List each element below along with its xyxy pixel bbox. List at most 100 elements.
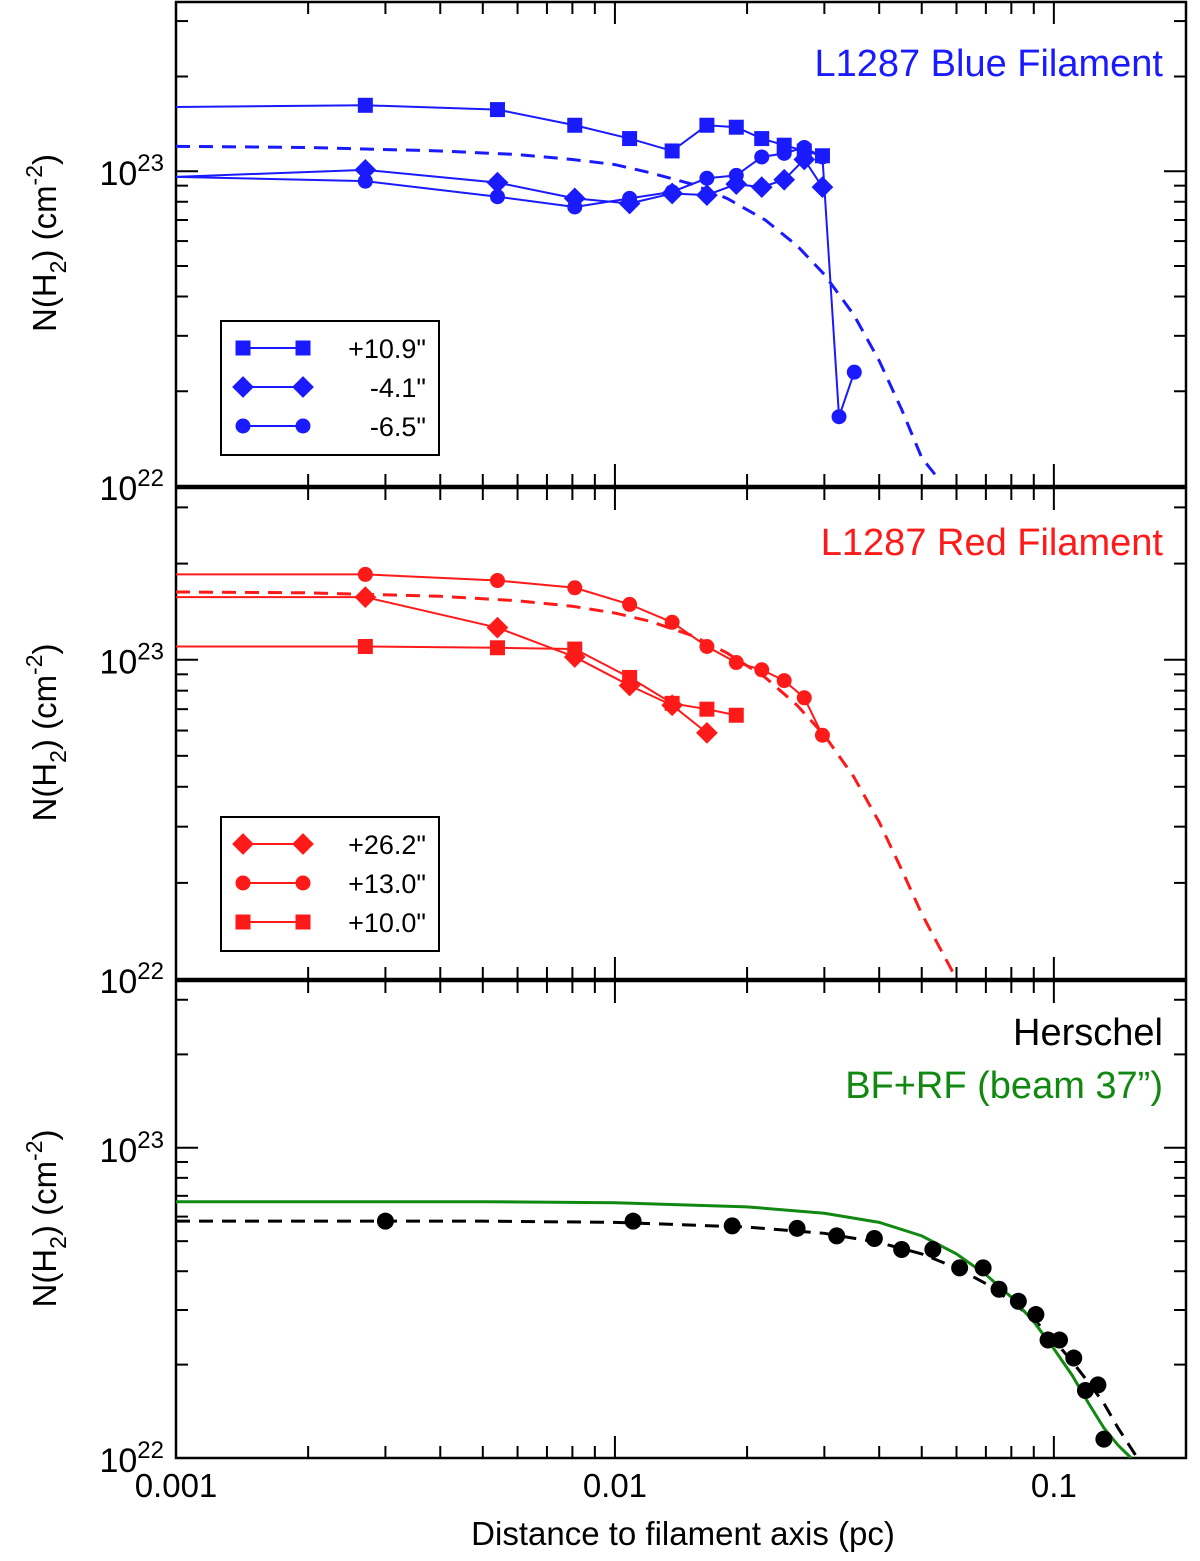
data-point-circle bbox=[622, 190, 638, 206]
model-curve bbox=[176, 1200, 1133, 1458]
data-point-circle bbox=[235, 875, 251, 891]
data-point-diamond bbox=[354, 159, 377, 181]
data-point-diamond bbox=[486, 616, 509, 639]
top-legend: +10.9" -4.1" -6.5" bbox=[220, 320, 440, 456]
data-point-square bbox=[664, 143, 680, 159]
top-ticks: 1022 1023 N(H2) (cm-2) bbox=[21, 0, 1188, 508]
data-point-diamond bbox=[811, 176, 834, 199]
data-point-circle bbox=[357, 566, 373, 582]
data-point-circle bbox=[924, 1241, 942, 1259]
data-point-circle bbox=[567, 580, 583, 596]
bottom-plot-area bbox=[176, 1200, 1139, 1458]
panel-frame bbox=[174, 0, 1188, 488]
x-tick-label: 0.001 bbox=[135, 1467, 218, 1504]
data-point-circle bbox=[489, 573, 505, 589]
data-point-circle bbox=[796, 690, 812, 706]
data-point-square bbox=[728, 707, 744, 723]
data-point-circle bbox=[1095, 1430, 1113, 1448]
data-point-square bbox=[567, 641, 583, 657]
data-point-circle bbox=[831, 409, 847, 425]
data-point-circle bbox=[1089, 1376, 1107, 1394]
data-point-circle bbox=[295, 418, 311, 434]
legend-label: +10.0" bbox=[348, 908, 426, 938]
data-point-square bbox=[489, 102, 505, 118]
data-point-circle bbox=[728, 167, 744, 183]
data-point-circle bbox=[776, 145, 792, 161]
panel-frame bbox=[174, 979, 1188, 1460]
data-point-diamond bbox=[486, 171, 509, 194]
panel-herschel: 1022 1023 N(H2) (cm-2) Herschel BF+RF (bea… bbox=[21, 979, 1188, 1480]
data-point-circle bbox=[376, 1212, 394, 1230]
data-point-circle bbox=[814, 149, 830, 165]
y-axis-label: N(H2) (cm-2) bbox=[21, 1129, 71, 1307]
bottom-ticks: 1022 1023 N(H2) (cm-2) bbox=[21, 979, 1188, 1480]
data-point-square bbox=[754, 131, 770, 147]
data-point-square bbox=[699, 117, 715, 133]
data-point-circle bbox=[664, 614, 680, 630]
data-point-circle bbox=[776, 673, 792, 689]
middle-plot-area bbox=[176, 566, 958, 979]
data-point-diamond bbox=[292, 376, 314, 398]
x-tick-label: 0.01 bbox=[583, 1467, 647, 1504]
data-point-square bbox=[295, 914, 311, 930]
model-curve bbox=[176, 144, 942, 482]
data-point-circle bbox=[489, 189, 505, 205]
legend-label: +10.9" bbox=[348, 334, 426, 364]
top-panel-title: L1287 Blue Filament bbox=[814, 43, 1163, 85]
data-point-circle bbox=[814, 727, 830, 743]
legend-label: -4.1" bbox=[370, 373, 426, 403]
y-axis-label: N(H2) (cm-2) bbox=[21, 154, 71, 332]
data-point-circle bbox=[567, 199, 583, 215]
data-point-square bbox=[235, 914, 251, 930]
bottom-panel-subtitle: BF+RF (beam 37”) bbox=[845, 1065, 1163, 1107]
y-tick-label: 1023 bbox=[99, 639, 164, 682]
data-point-circle bbox=[622, 596, 638, 612]
data-point-circle bbox=[828, 1227, 846, 1245]
data-point-square bbox=[489, 640, 505, 656]
legend-label: +26.2" bbox=[348, 830, 426, 860]
data-point-diamond bbox=[232, 833, 254, 855]
data-point-diamond bbox=[292, 833, 314, 855]
data-point-circle bbox=[754, 149, 770, 165]
data-point-square bbox=[567, 117, 583, 133]
data-point-square bbox=[357, 638, 373, 654]
data-point-diamond bbox=[232, 376, 254, 398]
model-curve bbox=[176, 1219, 1139, 1458]
data-point-square bbox=[728, 119, 744, 135]
data-point-diamond bbox=[750, 176, 773, 199]
data-point-diamond bbox=[793, 148, 816, 171]
data-point-circle bbox=[295, 875, 311, 891]
series-line bbox=[176, 645, 737, 717]
bottom-panel-title: Herschel bbox=[1013, 1012, 1163, 1054]
data-point-circle bbox=[723, 1217, 741, 1235]
y-tick-label: 1023 bbox=[99, 1127, 164, 1170]
y-tick-label: 1022 bbox=[99, 465, 164, 508]
panel-blue-filament: 1022 1023 N(H2) (cm-2) +10.9" -4.1" -6.5" L1… bbox=[21, 0, 1188, 508]
data-point-circle bbox=[624, 1212, 642, 1230]
middle-ticks: 1022 1023 N(H2) (cm-2) bbox=[21, 486, 1188, 1001]
data-point-circle bbox=[699, 638, 715, 654]
data-point-diamond bbox=[696, 722, 718, 744]
data-point-circle bbox=[357, 173, 373, 189]
data-point-diamond bbox=[773, 168, 796, 191]
data-point-circle bbox=[728, 655, 744, 671]
data-point-circle bbox=[974, 1259, 992, 1277]
data-point-square bbox=[664, 695, 680, 711]
data-point-circle bbox=[1065, 1349, 1083, 1367]
y-tick-label: 1022 bbox=[99, 958, 164, 1001]
data-point-circle bbox=[951, 1259, 969, 1277]
middle-legend: +26.2" +13.0" +10.0" bbox=[220, 816, 440, 952]
data-point-diamond bbox=[696, 184, 718, 206]
data-point-diamond bbox=[354, 586, 377, 609]
data-point-circle bbox=[235, 418, 251, 434]
data-point-circle bbox=[846, 364, 862, 380]
data-point-circle bbox=[1051, 1331, 1069, 1349]
data-point-circle bbox=[664, 184, 680, 200]
data-point-circle bbox=[1027, 1306, 1045, 1324]
y-tick-label: 1022 bbox=[99, 1437, 164, 1480]
data-point-square bbox=[622, 131, 638, 147]
data-point-circle bbox=[893, 1241, 911, 1259]
y-tick-label: 1023 bbox=[99, 150, 164, 193]
